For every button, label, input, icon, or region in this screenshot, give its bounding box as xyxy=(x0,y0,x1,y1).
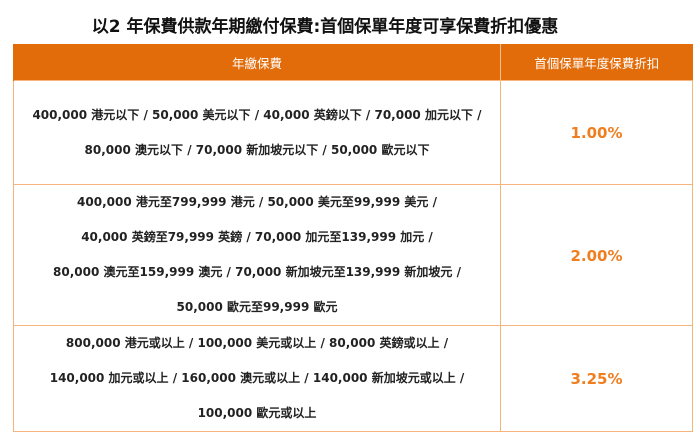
premium-line: 400,000 港元至799,999 港元 / 50,000 美元至99,999… xyxy=(77,195,437,209)
discount-rate: 2.00% xyxy=(570,246,623,265)
table-row: 800,000 港元或以上 / 100,000 美元或以上 / 80,000 英… xyxy=(13,325,693,432)
discount-cell: 1.00% xyxy=(500,80,693,185)
header-discount: 首個保單年度保費折扣 xyxy=(500,44,693,81)
discount-cell: 2.00% xyxy=(500,184,693,326)
table-header-row: 年繳保費 首個保單年度保費折扣 xyxy=(13,44,693,81)
premium-line: 400,000 港元以下 / 50,000 美元以下 / 40,000 英鎊以下… xyxy=(32,107,482,122)
premium-line: 50,000 歐元至99,999 歐元 xyxy=(176,300,338,314)
premium-cell: 400,000 港元至799,999 港元 / 50,000 美元至99,999… xyxy=(13,184,501,326)
page-title: 以2 年保費供款年期繳付保費:首個保單年度可享保費折扣優惠 xyxy=(91,17,559,37)
premium-line: 800,000 港元或以上 / 100,000 美元或以上 / 80,000 英… xyxy=(65,336,449,350)
discount-rate: 1.00% xyxy=(570,124,623,142)
discount-cell: 3.25% xyxy=(500,325,693,432)
premium-cell: 400,000 港元以下 / 50,000 美元以下 / 40,000 英鎊以下… xyxy=(13,80,501,185)
header-annual-premium: 年繳保費 xyxy=(13,44,501,81)
discount-rate: 3.25% xyxy=(570,370,623,388)
premium-line: 100,000 歐元或以上 xyxy=(197,406,317,420)
premium-line: 40,000 英鎊至79,999 英鎊 / 70,000 加元至139,999 … xyxy=(81,230,433,244)
discount-table: 年繳保費 首個保單年度保費折扣 400,000 港元以下 / 50,000 美元… xyxy=(13,44,693,432)
premium-line: 80,000 澳元至159,999 澳元 / 70,000 新加坡元至139,9… xyxy=(53,265,461,279)
premium-line: 140,000 加元或以上 / 160,000 澳元或以上 / 140,000 … xyxy=(49,371,465,385)
table-row: 400,000 港元以下 / 50,000 美元以下 / 40,000 英鎊以下… xyxy=(13,80,693,185)
premium-line: 80,000 澳元以下 / 70,000 新加坡元以下 / 50,000 歐元以… xyxy=(84,142,430,157)
table-row: 400,000 港元至799,999 港元 / 50,000 美元至99,999… xyxy=(13,184,693,326)
premium-cell: 800,000 港元或以上 / 100,000 美元或以上 / 80,000 英… xyxy=(13,325,501,432)
